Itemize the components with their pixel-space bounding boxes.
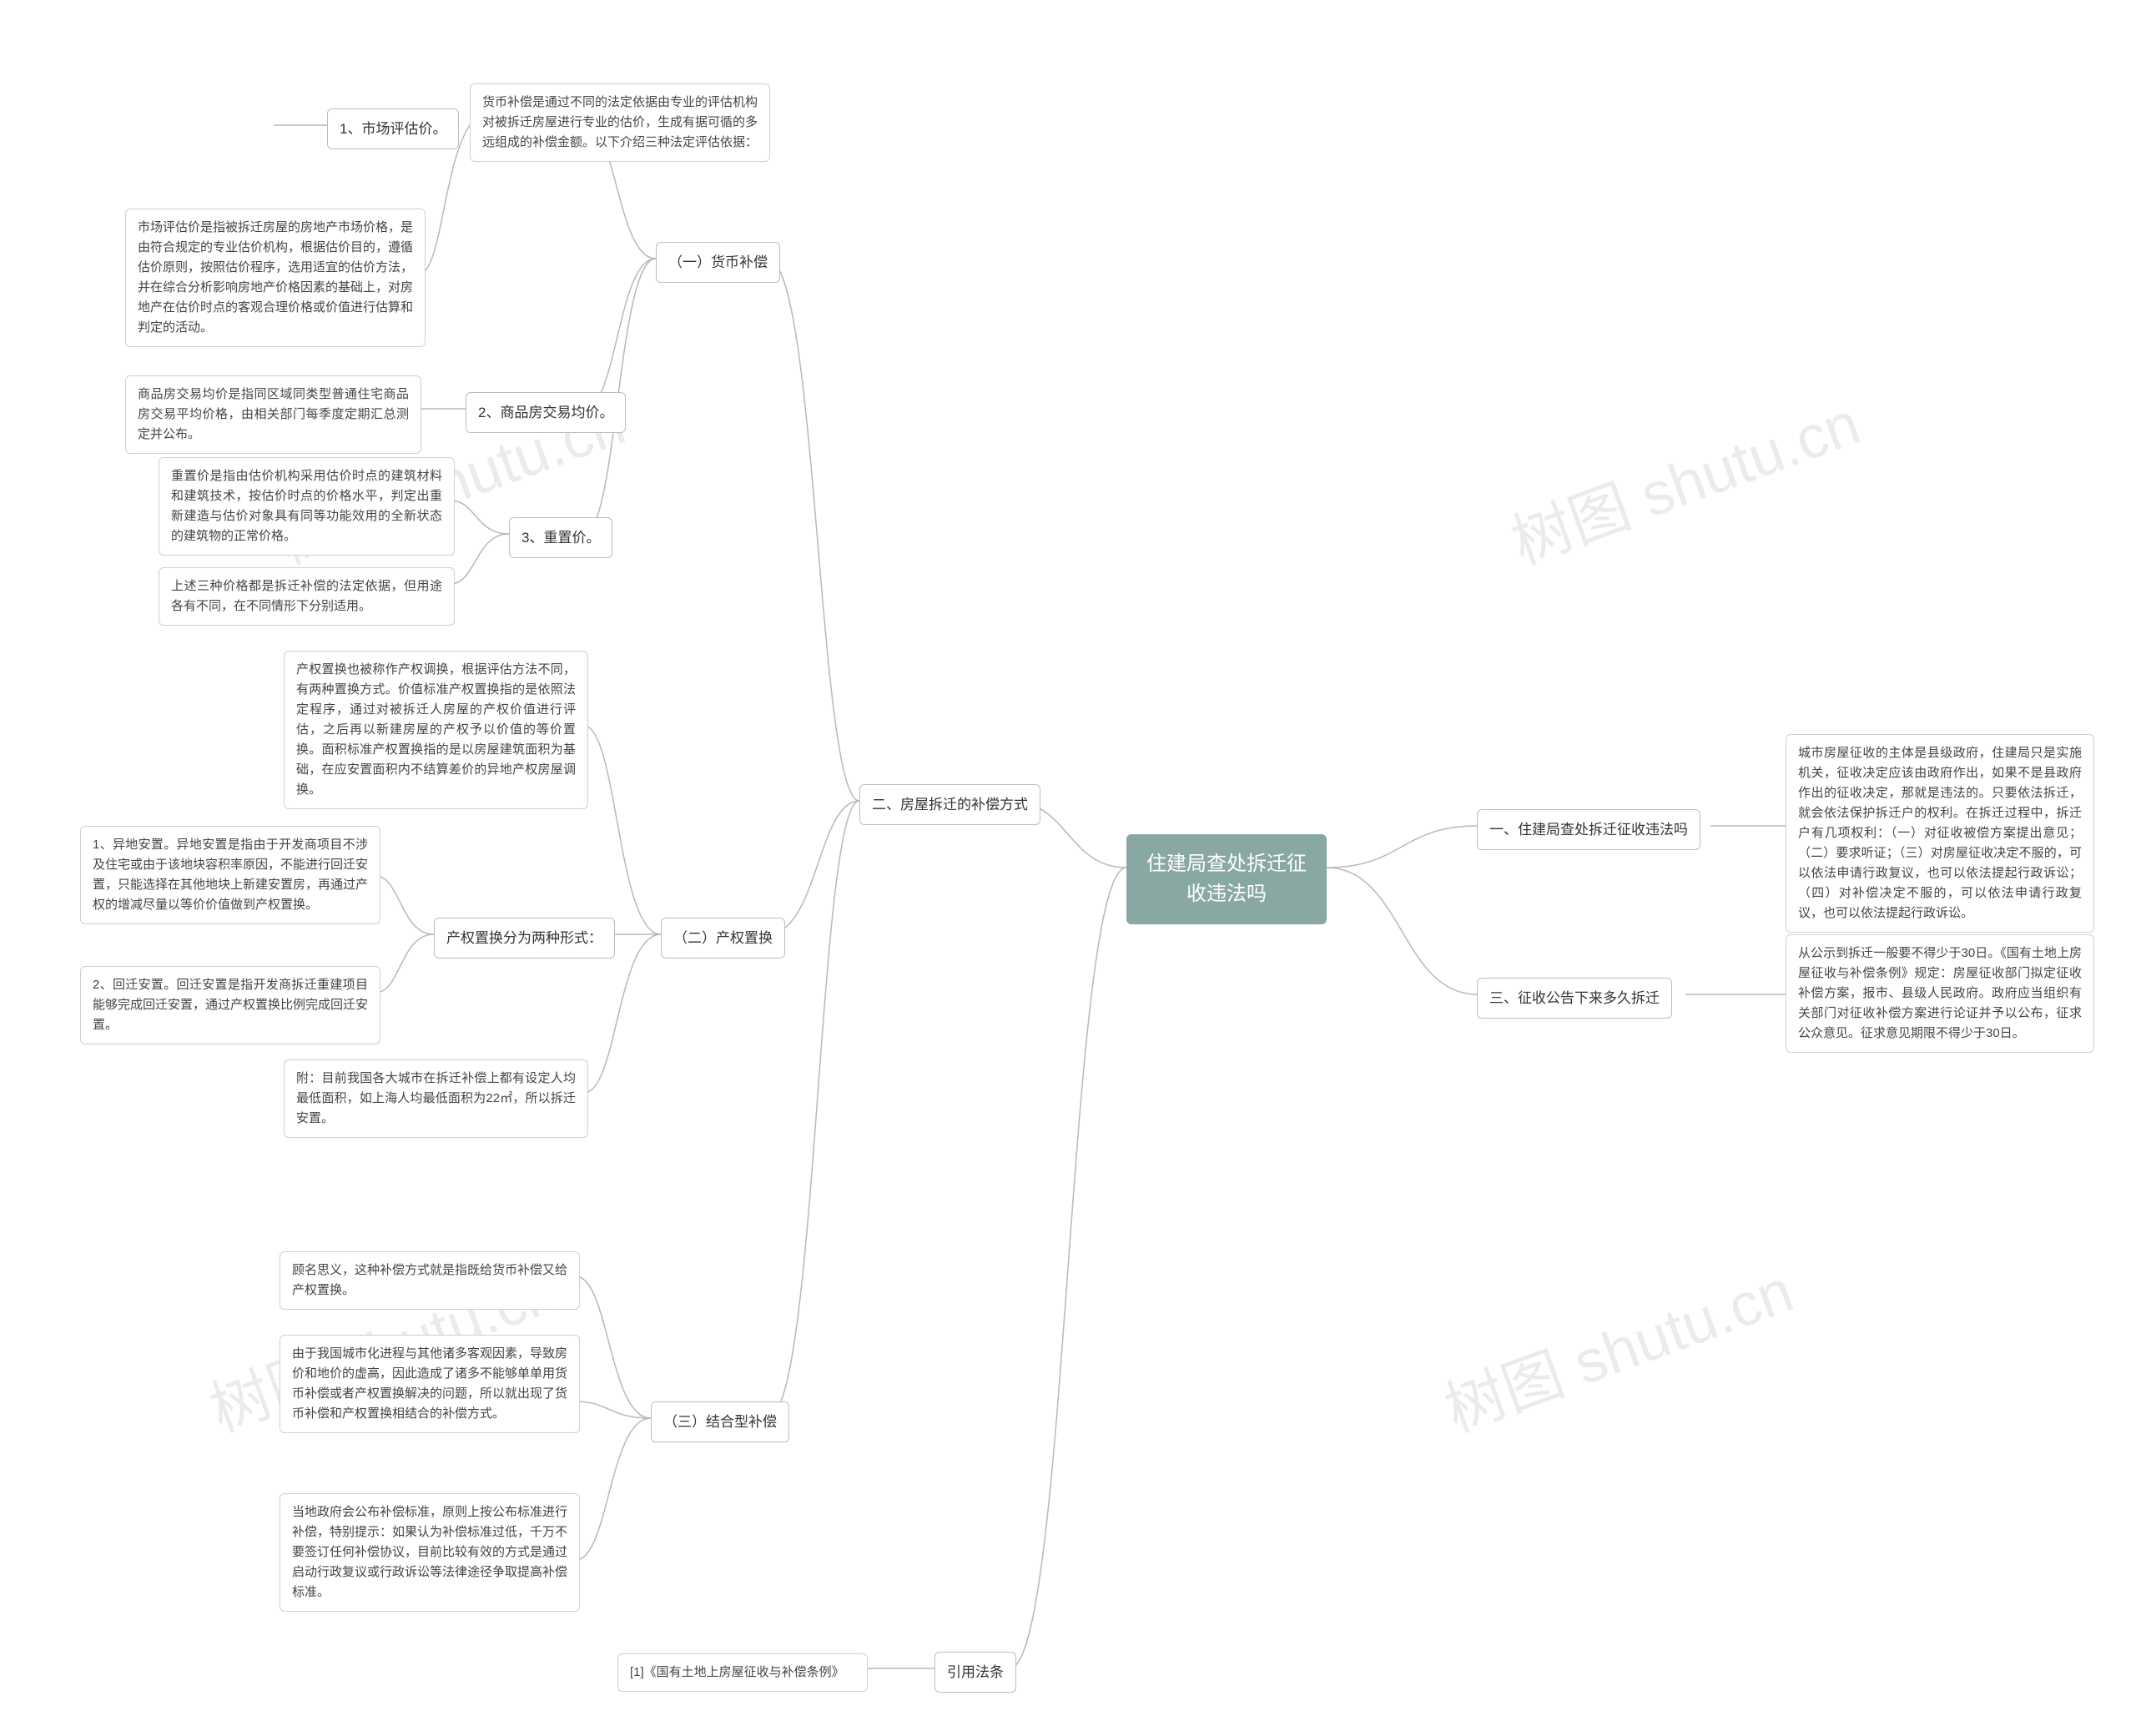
l2-s3-b2: 由于我国城市化进程与其他诸多客观因素，导致房价和地价的虚高，因此造成了诸多不能够…	[280, 1335, 580, 1433]
l2-s1-c2-body: 商品房交易均价是指同区域同类型普通住宅商品房交易平均价格，由相关部门每季度定期汇…	[125, 375, 421, 454]
branch-l2: 二、房屋拆迁的补偿方式	[859, 784, 1040, 825]
branch-l3: 引用法条	[934, 1652, 1016, 1693]
l2-s3-b3: 当地政府会公布补偿标准，原则上按公布标准进行补偿，特别提示：如果认为补偿标准过低…	[280, 1493, 580, 1612]
center-node: 住建局查处拆迁征收违法吗	[1126, 834, 1327, 924]
l2-s1-c3-body1: 重置价是指由估价机构采用估价时点的建筑材料和建筑技术，按估价时点的价格水平，判定…	[159, 457, 455, 556]
l2-s2-body: 产权置换也被称作产权调换，根据评估方法不同，有两种置换方式。价值标准产权置换指的…	[284, 651, 588, 809]
l2-s3-b1: 顾名思义，这种补偿方式就是指既给货币补偿又给产权置换。	[280, 1251, 580, 1310]
l2-s2-f2: 2、回迁安置。回迁安置是指开发商拆迁重建项目能够完成回迁安置，通过产权置换比例完…	[80, 966, 380, 1044]
leaf-r2-body: 从公示到拆迁一般要不得少于30日。《国有土地上房屋征收与补偿条例》规定：房屋征收…	[1786, 934, 2094, 1053]
l2-s1-c2-label: 2、商品房交易均价。	[466, 392, 626, 433]
l2-s2-forms-label: 产权置换分为两种形式：	[434, 918, 615, 959]
branch-l2-s2: （二）产权置换	[661, 918, 785, 959]
branch-l2-s1: （一）货币补偿	[656, 242, 780, 283]
l2-s1-c3-body2: 上述三种价格都是拆迁补偿的法定依据，但用途各有不同，在不同情形下分别适用。	[159, 567, 455, 626]
l2-s1-c1-body: 货币补偿是通过不同的法定依据由专业的评估机构对被拆迁房屋进行专业的估价，生成有据…	[470, 83, 770, 162]
leaf-r1-body: 城市房屋征收的主体是县级政府，住建局只是实施机关，征收决定应该由政府作出，如果不…	[1786, 734, 2094, 933]
l2-s1-c1-body2: 市场评估价是指被拆迁房屋的房地产市场价格，是由符合规定的专业估价机构，根据估价目…	[125, 209, 426, 347]
branch-r1: 一、住建局查处拆迁征收违法吗	[1477, 809, 1700, 850]
l2-s1-c3-label: 3、重置价。	[509, 517, 612, 558]
l3-ref: [1]《国有土地上房屋征收与补偿条例》	[617, 1653, 868, 1692]
watermark: 树图 shutu.cn	[1431, 1242, 1803, 1449]
l2-s2-note: 附：目前我国各大城市在拆迁补偿上都有设定人均最低面积，如上海人均最低面积为22㎡…	[284, 1059, 588, 1138]
branch-l2-s3: （三）结合型补偿	[651, 1401, 789, 1442]
watermark: 树图 shutu.cn	[1498, 375, 1870, 581]
l2-s1-c1-label: 1、市场评估价。	[327, 108, 459, 149]
branch-r2: 三、征收公告下来多久拆迁	[1477, 978, 1672, 1019]
l2-s2-f1: 1、异地安置。异地安置是指由于开发商项目不涉及住宅或由于该地块容积率原因，不能进…	[80, 826, 380, 924]
